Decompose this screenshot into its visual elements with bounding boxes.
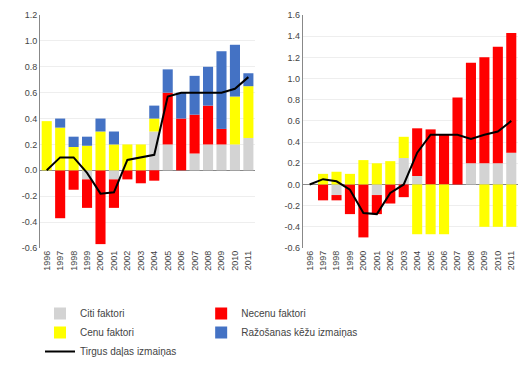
svg-text:1.0: 1.0: [25, 36, 38, 46]
svg-text:0.0: 0.0: [288, 180, 301, 190]
svg-text:1.6: 1.6: [288, 10, 301, 20]
svg-text:2009: 2009: [479, 251, 489, 271]
svg-text:0.4: 0.4: [288, 137, 301, 147]
svg-text:2002: 2002: [122, 251, 132, 271]
svg-text:2001: 2001: [372, 251, 382, 271]
svg-text:2010: 2010: [230, 251, 240, 271]
svg-text:1996: 1996: [42, 251, 52, 271]
svg-text:2003: 2003: [136, 251, 146, 271]
svg-text:2010: 2010: [493, 251, 503, 271]
svg-text:1996: 1996: [305, 251, 315, 271]
svg-text:2001: 2001: [109, 251, 119, 271]
svg-text:1997: 1997: [318, 251, 328, 271]
svg-text:2011: 2011: [243, 251, 253, 270]
svg-text:-0.6: -0.6: [285, 243, 301, 253]
svg-text:0.2: 0.2: [288, 158, 301, 168]
svg-text:2008: 2008: [466, 251, 476, 271]
svg-text:2005: 2005: [426, 251, 436, 271]
svg-text:0.6: 0.6: [25, 88, 38, 98]
svg-text:Tirgus daļas izmaiņas: Tirgus daļas izmaiņas: [80, 346, 176, 357]
svg-text:2000: 2000: [95, 251, 105, 271]
svg-text:1.4: 1.4: [288, 31, 301, 41]
svg-text:0.4: 0.4: [25, 114, 38, 124]
svg-text:2007: 2007: [452, 251, 462, 271]
svg-text:2006: 2006: [176, 251, 186, 271]
svg-text:0.8: 0.8: [288, 95, 301, 105]
svg-text:-0.4: -0.4: [22, 217, 38, 227]
svg-text:Citi faktori: Citi faktori: [80, 308, 124, 319]
svg-text:-0.4: -0.4: [285, 222, 301, 232]
svg-text:2009: 2009: [216, 251, 226, 271]
svg-text:-0.6: -0.6: [22, 243, 38, 253]
svg-text:Ražošanas kēžu izmaiņas: Ražošanas kēžu izmaiņas: [241, 327, 357, 338]
svg-text:2000: 2000: [358, 251, 368, 271]
svg-text:1999: 1999: [82, 251, 92, 271]
svg-text:2006: 2006: [439, 251, 449, 271]
svg-text:0.0: 0.0: [25, 165, 38, 175]
svg-text:2003: 2003: [399, 251, 409, 271]
svg-text:2002: 2002: [385, 251, 395, 271]
svg-text:1998: 1998: [69, 251, 79, 271]
svg-text:0.8: 0.8: [25, 62, 38, 72]
svg-text:2008: 2008: [203, 251, 213, 271]
svg-text:2004: 2004: [149, 251, 159, 271]
svg-text:Cenu faktori: Cenu faktori: [80, 327, 134, 338]
svg-text:2004: 2004: [412, 251, 422, 271]
svg-text:0.6: 0.6: [288, 116, 301, 126]
svg-text:2005: 2005: [163, 251, 173, 271]
svg-text:1997: 1997: [55, 251, 65, 271]
svg-text:-0.2: -0.2: [285, 201, 301, 211]
svg-text:-0.2: -0.2: [22, 191, 38, 201]
svg-text:1998: 1998: [331, 251, 341, 271]
svg-text:1999: 1999: [345, 251, 355, 271]
svg-text:0.2: 0.2: [25, 140, 38, 150]
svg-text:Necenu faktori: Necenu faktori: [241, 308, 305, 319]
svg-text:2011: 2011: [506, 251, 516, 270]
svg-text:1.2: 1.2: [288, 53, 301, 63]
svg-text:1.2: 1.2: [25, 10, 38, 20]
svg-text:1.0: 1.0: [288, 74, 301, 84]
svg-text:2007: 2007: [190, 251, 200, 271]
